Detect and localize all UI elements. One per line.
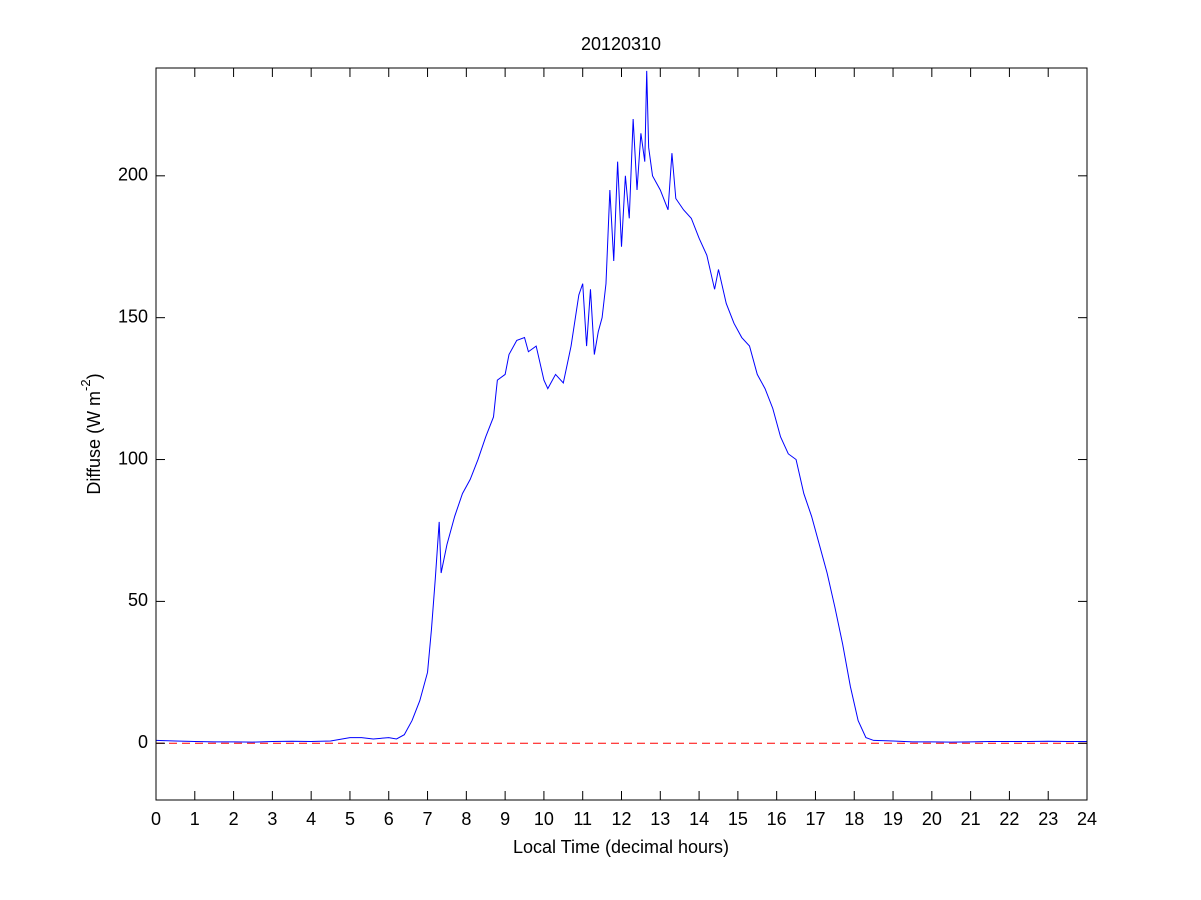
x-tick-label: 23 xyxy=(1038,809,1058,829)
x-tick-label: 15 xyxy=(728,809,748,829)
x-tick-label: 12 xyxy=(611,809,631,829)
y-tick-label: 0 xyxy=(138,732,148,752)
x-tick-label: 20 xyxy=(922,809,942,829)
y-tick-label: 50 xyxy=(128,590,148,610)
x-tick-label: 3 xyxy=(267,809,277,829)
x-tick-label: 7 xyxy=(423,809,433,829)
x-tick-label: 2 xyxy=(229,809,239,829)
x-tick-label: 22 xyxy=(999,809,1019,829)
x-tick-label: 10 xyxy=(534,809,554,829)
y-tick-label: 150 xyxy=(118,306,148,326)
x-tick-label: 5 xyxy=(345,809,355,829)
x-tick-label: 13 xyxy=(650,809,670,829)
x-axis-label: Local Time (decimal hours) xyxy=(513,837,729,857)
x-tick-label: 24 xyxy=(1077,809,1097,829)
x-tick-label: 19 xyxy=(883,809,903,829)
y-axis-label-main: Diffuse (W m xyxy=(84,391,104,495)
x-tick-label: 9 xyxy=(500,809,510,829)
y-axis-label-end: ) xyxy=(84,373,104,379)
x-tick-label: 11 xyxy=(573,809,592,829)
y-tick-label: 200 xyxy=(118,165,148,185)
x-tick-label: 8 xyxy=(461,809,471,829)
x-tick-label: 21 xyxy=(961,809,981,829)
x-tick-label: 6 xyxy=(384,809,394,829)
y-axis-label-sup: -2 xyxy=(78,379,93,391)
x-tick-label: 18 xyxy=(844,809,864,829)
chart-title: 20120310 xyxy=(581,34,661,54)
x-tick-label: 1 xyxy=(190,809,200,829)
data-line xyxy=(155,70,1087,743)
x-tick-label: 0 xyxy=(151,809,161,829)
y-axis-label: Diffuse (W m-2) xyxy=(78,373,103,494)
x-tick-label: 14 xyxy=(689,809,709,829)
y-tick-label: 100 xyxy=(118,448,148,468)
x-tick-label: 16 xyxy=(767,809,787,829)
x-tick-label: 4 xyxy=(306,809,316,829)
x-tick-label: 17 xyxy=(805,809,825,829)
